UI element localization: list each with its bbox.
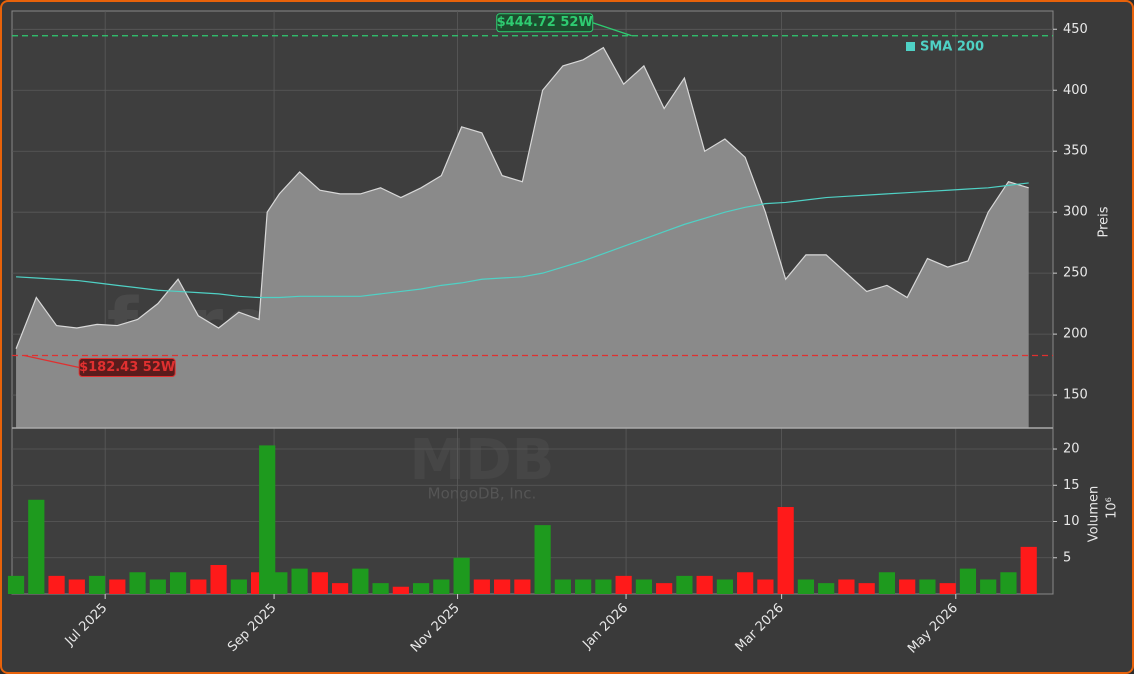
volume-bar (433, 579, 450, 594)
volume-bar (635, 579, 652, 594)
volume-bar (899, 579, 916, 594)
volume-bar (777, 507, 794, 594)
volume-bar (554, 579, 571, 594)
volume-bar (473, 579, 490, 594)
volume-bar (959, 568, 977, 594)
volume-bar (109, 579, 126, 594)
y-tick-label: 200 (1063, 327, 1088, 342)
legend-label: SMA 200 (920, 40, 984, 55)
annotation-arrow (24, 354, 80, 369)
volume-bar (716, 579, 734, 594)
volume-bar (68, 579, 85, 594)
volume-bar (818, 583, 835, 594)
volume-bar (878, 572, 896, 594)
annotation-label: $444.72 52W (497, 15, 593, 30)
x-tick-label: May 2026 (905, 601, 961, 657)
volume-bar (149, 579, 166, 594)
annotation-box (78, 358, 176, 378)
volume-bar (169, 572, 187, 594)
legend-swatch (906, 42, 915, 51)
y-axis-label: Preis (1097, 206, 1112, 237)
volume-bar (757, 579, 774, 594)
volume-bar (413, 583, 430, 594)
price-area (16, 47, 1029, 428)
volume-bar (230, 579, 247, 594)
volume-bar (88, 575, 106, 594)
volume-bar (676, 575, 693, 594)
volume-bar (28, 499, 45, 594)
y-axis-label: Volumen (1087, 486, 1102, 543)
y-tick-label: 300 (1063, 205, 1088, 220)
volume-bar (534, 525, 551, 594)
volume-bar (453, 557, 470, 594)
x-tick-label: Mar 2026 (733, 601, 787, 655)
volume-bar (372, 583, 389, 594)
watermark-ticker: MDB (410, 428, 555, 493)
annotation-arrow (592, 22, 632, 37)
y-axis-unit: 10⁶ (1105, 497, 1120, 519)
volume-bar (352, 568, 369, 594)
volume-bar (1000, 572, 1017, 594)
y-tick-label: 15 (1063, 478, 1080, 493)
annotation-label: $182.43 52W (79, 360, 175, 375)
x-tick-label: Jan 2026 (580, 601, 632, 653)
volume-bar (129, 572, 146, 594)
volume-bar (291, 568, 308, 594)
volume-bar (190, 579, 207, 594)
volume-bar (838, 579, 855, 594)
volume-bar (939, 583, 956, 594)
price-line (15, 46, 1029, 349)
y-tick-label: 20 (1063, 442, 1080, 457)
volume-bar (514, 579, 531, 594)
y-tick-label: 250 (1063, 266, 1088, 281)
volume-bar (595, 579, 612, 594)
volume-bar (656, 583, 673, 594)
annotation-box (496, 13, 594, 33)
sma-line (16, 182, 1029, 299)
y-tick-label: 400 (1063, 83, 1088, 98)
volume-bar (392, 586, 409, 594)
volume-bar (575, 579, 592, 594)
volume-bar (980, 579, 997, 594)
watermark-company: MongoDB, Inc. (428, 485, 537, 503)
volume-bar (1020, 546, 1037, 594)
volume-bar (615, 575, 632, 594)
x-tick-label: Jul 2025 (62, 601, 111, 650)
volume-bar (919, 579, 936, 594)
y-tick-label: 10 (1063, 514, 1080, 529)
y-tick-label: 450 (1063, 22, 1088, 37)
y-tick-label: 350 (1063, 144, 1088, 159)
y-tick-label: 5 (1063, 550, 1071, 565)
volume-bar (737, 572, 754, 594)
volume-bar (210, 565, 227, 594)
volume-bar (696, 575, 713, 594)
volume-bar (48, 575, 65, 594)
volume-bar (494, 579, 511, 594)
volume-bar (331, 583, 349, 594)
y-tick-label: 150 (1063, 388, 1088, 403)
volume-bar (271, 572, 288, 594)
volume-bar (311, 572, 328, 594)
volume-bar (7, 575, 25, 594)
x-tick-label: Sep 2025 (225, 601, 279, 655)
x-tick-label: Nov 2025 (408, 601, 463, 656)
volume-bar (259, 445, 276, 594)
volume-bar (797, 579, 815, 594)
volume-bar (858, 583, 875, 594)
